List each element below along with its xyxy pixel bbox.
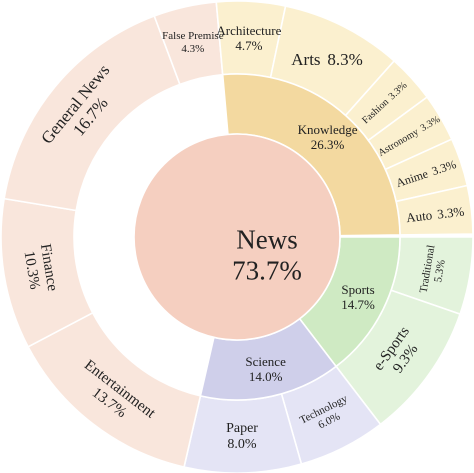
outer-arts-label: Arts 8.3% — [291, 49, 363, 68]
outer-arts-text: Arts 8.3% — [291, 49, 363, 68]
outer-paper-label-text: Paper — [226, 421, 258, 436]
outer-auto-value-text: 3.3% — [436, 203, 465, 221]
outer-finance-label-text: Finance — [37, 243, 60, 293]
inner-science-label-text: Science — [245, 354, 286, 369]
outer-false-premise-label-text: False Premise — [162, 30, 224, 42]
outer-paper-value-text: 8.0% — [227, 437, 257, 452]
center-news-label-text: News — [236, 224, 298, 254]
outer-auto-label: Auto 3.3% — [405, 203, 465, 225]
inner-science-value-text: 14.0% — [249, 369, 283, 384]
outer-traditional-value-text: 5.3% — [432, 259, 448, 284]
center-disc-news — [133, 133, 341, 341]
outer-auto-label-text: Auto — [405, 207, 433, 225]
inner-sports-label-text: Sports — [341, 282, 374, 297]
outer-finance-value-text: 10.3% — [21, 250, 43, 291]
center-news-value-text: 73.7% — [232, 256, 302, 286]
outer-arts-label-text: Arts — [291, 49, 320, 68]
outer-false-premise-value-text: 4.3% — [181, 43, 204, 55]
inner-knowledge-label-text: Knowledge — [298, 122, 358, 137]
outer-arts-value-text: 8.3% — [327, 49, 362, 68]
inner-sports-value-text: 14.7% — [341, 297, 375, 312]
outer-auto-text: Auto 3.3% — [405, 203, 465, 225]
outer-architecture-value-text: 4.7% — [235, 38, 262, 53]
outer-architecture-label-text: Architecture — [216, 23, 281, 38]
inner-knowledge-value-text: 26.3% — [311, 137, 345, 152]
